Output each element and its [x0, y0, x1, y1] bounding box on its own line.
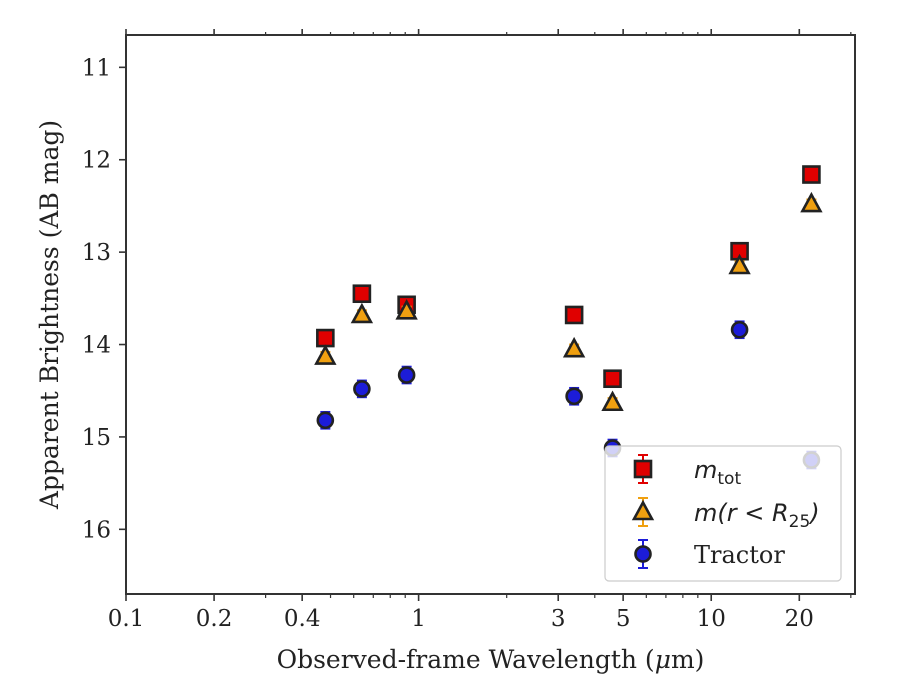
y-axis-label: Apparent Brightness (AB mag) [35, 120, 64, 510]
y-tick-label: 15 [82, 425, 111, 451]
legend-marker-tractor [634, 545, 652, 563]
x-tick-label: 5 [616, 606, 631, 632]
mtot-point [352, 284, 372, 304]
tractor-point [316, 411, 335, 430]
mtot-point [603, 369, 622, 389]
mr25-point [350, 302, 374, 324]
mr25-point [800, 191, 823, 213]
x-tick-label: 0.2 [196, 606, 233, 632]
x-tick-label: 1 [411, 606, 426, 632]
x-tick-label: 3 [551, 606, 566, 632]
legend-label-mr25: m(r < R25) [694, 499, 820, 532]
x-tick-label: 0.4 [284, 606, 321, 632]
plot-frame [125, 34, 856, 595]
legend: mtot m(r < R25) Tractor [604, 445, 842, 582]
legend-entry-mtot: mtot [633, 454, 741, 489]
y-tick-label: 13 [82, 240, 111, 266]
mr25-point [314, 344, 337, 365]
legend-marker-mr25 [631, 499, 655, 521]
legend-label-mtot: mtot [694, 456, 741, 489]
tractor-point [565, 387, 583, 406]
mtot-point [564, 305, 584, 325]
mtot-point [802, 165, 821, 184]
x-tick-label: 20 [785, 606, 814, 632]
y-tick-label: 11 [82, 55, 111, 81]
mr25-point [395, 299, 418, 320]
tractor-point [397, 366, 416, 384]
x-tick-label: 10 [697, 606, 726, 632]
tractor-point [353, 380, 371, 398]
legend-marker-mtot [633, 459, 653, 479]
mr25-point [562, 336, 586, 358]
y-tick-label: 12 [82, 148, 111, 174]
mtot-point [316, 328, 335, 348]
tractor-point [730, 320, 749, 339]
x-tick-label: 0.1 [108, 606, 145, 632]
data-points [314, 165, 823, 470]
x-axis-label: Observed-frame Wavelength (μm) [277, 645, 705, 674]
y-tick-label: 16 [82, 517, 111, 543]
y-tick-label: 14 [82, 333, 111, 359]
mr25-point [601, 390, 624, 412]
legend-box [604, 445, 842, 582]
legend-entry-tractor: Tractor [634, 539, 785, 569]
legend-label-tractor: Tractor [694, 541, 785, 569]
series-mr25 [314, 191, 823, 412]
legend-entry-mr25: m(r < R25) [631, 497, 820, 532]
mr25-point [728, 253, 751, 275]
